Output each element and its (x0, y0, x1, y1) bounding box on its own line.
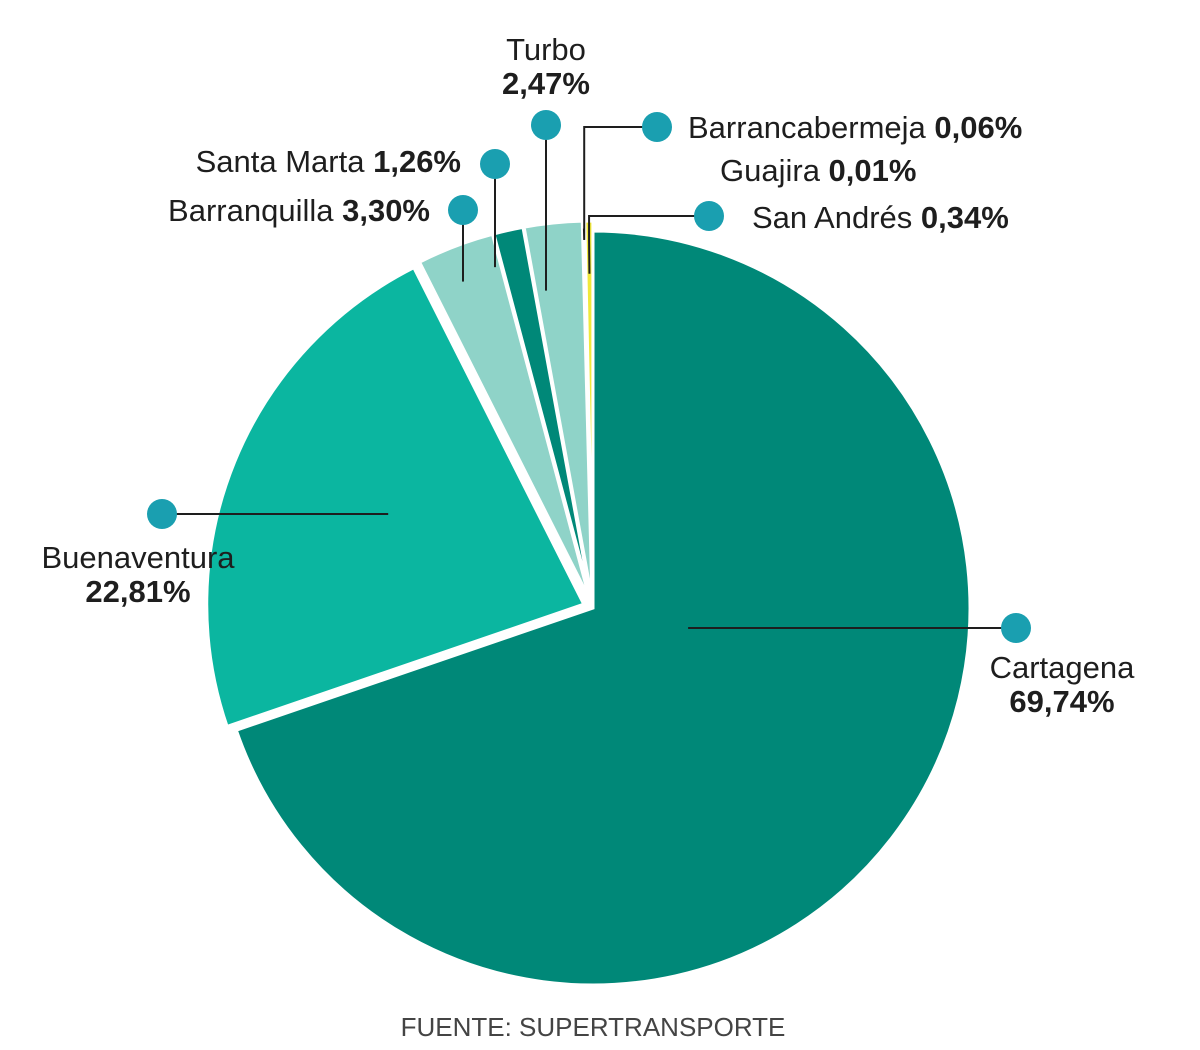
label-value-turbo: 2,47% (502, 66, 590, 101)
leader-line-san-andres (588, 215, 709, 274)
label-value-barrancabermeja: 0,06% (926, 110, 1023, 145)
label-value-guajira: 0,01% (820, 153, 917, 188)
label-name-barrancabermeja: Barrancabermeja (688, 110, 927, 145)
label-name-turbo: Turbo (506, 32, 586, 67)
label-barrancabermeja: Barrancabermeja 0,06% (688, 110, 1022, 145)
label-name-barranquilla: Barranquilla (168, 193, 334, 228)
pie-slice-buenaventura (205, 265, 586, 729)
marker-dot-santa-marta (480, 149, 510, 179)
label-value-buenaventura: 22,81% (85, 574, 190, 609)
label-guajira: Guajira 0,01% (720, 153, 916, 188)
leader-lines (147, 110, 1031, 643)
label-barranquilla: Barranquilla 3,30% (168, 193, 430, 228)
marker-dot-turbo (531, 110, 561, 140)
source-note: FUENTE: SUPERTRANSPORTE (401, 1012, 786, 1042)
label-cartagena: Cartagena 69,74% (990, 650, 1136, 719)
marker-dot-san-andres (694, 201, 724, 231)
marker-dot-cartagena (1001, 613, 1031, 643)
label-san-andres: San Andrés 0,34% (752, 200, 1009, 235)
label-buenaventura: Buenaventura 22,81% (41, 540, 235, 609)
label-name-guajira: Guajira (720, 153, 821, 188)
label-name-buenaventura: Buenaventura (41, 540, 235, 575)
marker-dot-buenaventura (147, 499, 177, 529)
label-turbo: Turbo 2,47% (502, 32, 590, 101)
label-value-san-andres: 0,34% (912, 200, 1009, 235)
label-name-san-andres: San Andrés (752, 200, 912, 235)
marker-dot-barrancabermeja (642, 112, 672, 142)
label-value-cartagena: 69,74% (1009, 684, 1114, 719)
label-value-santa-marta: 1,26% (364, 144, 461, 179)
label-value-barranquilla: 3,30% (333, 193, 430, 228)
label-name-santa-marta: Santa Marta (196, 144, 366, 179)
slice-labels: Cartagena 69,74% Buenaventura 22,81% Barranq… (41, 32, 1135, 719)
pie-slices (205, 219, 972, 987)
label-santa-marta: Santa Marta 1,26% (196, 144, 461, 179)
marker-dot-barranquilla (448, 195, 478, 225)
leader-line-barrancabermeja (582, 126, 657, 240)
label-name-cartagena: Cartagena (990, 650, 1136, 685)
pie-slice-cartagena (234, 229, 972, 987)
